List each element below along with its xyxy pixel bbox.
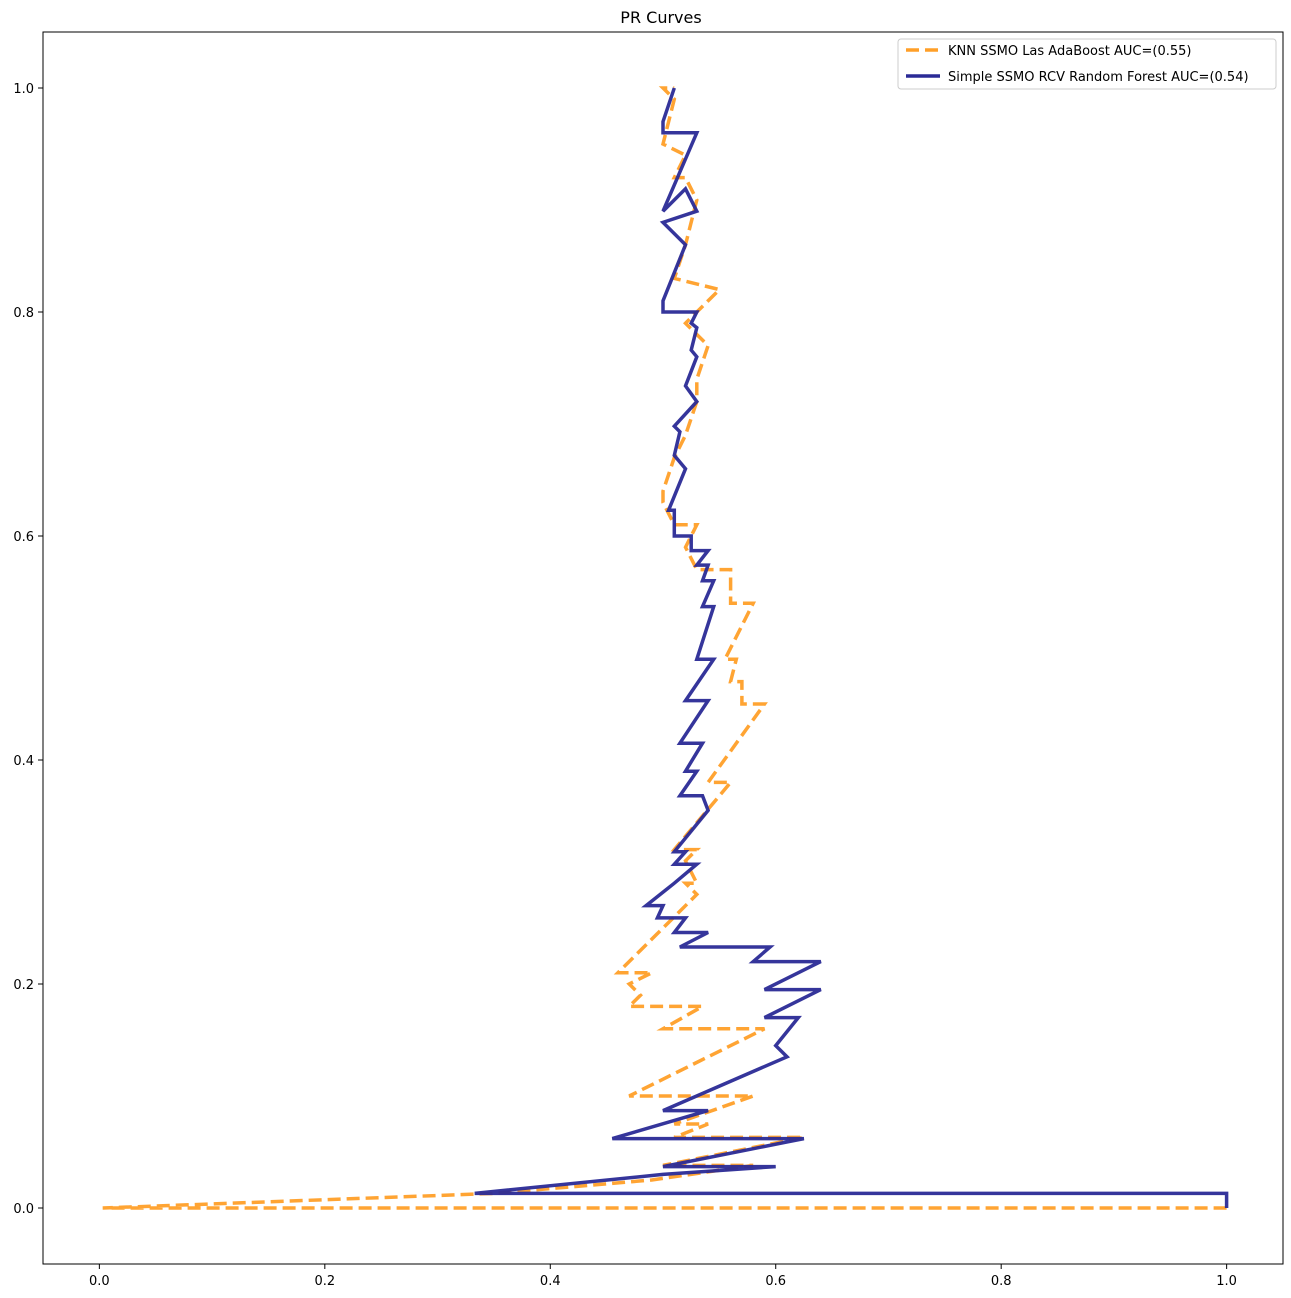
series-line-random-forest — [474, 87, 1229, 1208]
y-axis: 0.0 0.2 0.4 0.6 0.8 1.0 — [13, 82, 43, 1217]
x-tick-label: 0.2 — [314, 1274, 335, 1289]
y-tick-label: 0.0 — [13, 1202, 34, 1217]
legend: KNN SSMO Las AdaBoost AUC=(0.55) Simple … — [897, 38, 1277, 90]
x-tick-label: 1.0 — [1216, 1274, 1237, 1289]
legend-label-random-forest: Simple SSMO RCV Random Forest AUC=(0.54) — [948, 70, 1249, 85]
y-tick-label: 0.4 — [13, 754, 34, 769]
x-axis: 0.0 0.2 0.4 0.6 0.8 1.0 — [89, 1264, 1237, 1289]
series-line-knn-adaboost — [102, 86, 1227, 1210]
chart-title: PR Curves — [620, 8, 701, 27]
plot-area-frame — [42, 31, 1284, 1265]
x-tick-label: 0.8 — [991, 1274, 1012, 1289]
legend-label-knn-adaboost: KNN SSMO Las AdaBoost AUC=(0.55) — [948, 44, 1191, 59]
x-tick-label: 0.0 — [89, 1274, 110, 1289]
y-tick-label: 0.8 — [13, 306, 34, 321]
x-tick-label: 0.4 — [540, 1274, 561, 1289]
legend-box — [897, 38, 1277, 90]
series-layer — [102, 86, 1229, 1210]
y-tick-label: 0.2 — [13, 978, 34, 993]
y-tick-label: 1.0 — [13, 82, 34, 97]
y-tick-label: 0.6 — [13, 530, 34, 545]
x-tick-label: 0.6 — [765, 1274, 786, 1289]
